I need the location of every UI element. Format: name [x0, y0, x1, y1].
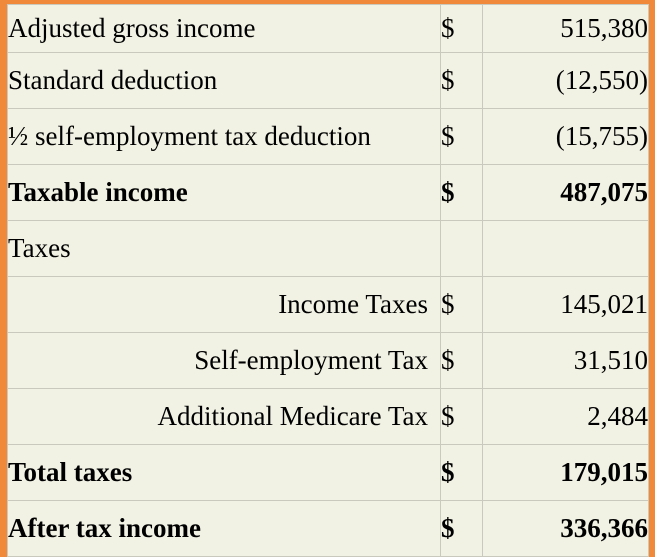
row-label: Total taxes — [7, 444, 441, 501]
currency-symbol: $ — [440, 332, 483, 389]
row-label: Additional Medicare Tax — [7, 388, 441, 445]
currency-symbol: $ — [440, 4, 483, 53]
row-amount: (12,550) — [482, 52, 649, 109]
table-row: Taxable income $ 487,075 — [7, 164, 649, 221]
row-label: ½ self-employment tax deduction — [7, 108, 441, 165]
row-label: Self-employment Tax — [7, 332, 441, 389]
currency-symbol: $ — [440, 276, 483, 333]
row-label: Standard deduction — [7, 52, 441, 109]
currency-symbol: $ — [440, 500, 483, 557]
currency-symbol — [440, 220, 483, 277]
table-row: ½ self-employment tax deduction $ (15,75… — [7, 108, 649, 165]
table-row: Additional Medicare Tax $ 2,484 — [7, 388, 649, 445]
currency-symbol: $ — [440, 52, 483, 109]
row-label: Income Taxes — [7, 276, 441, 333]
table-row: Standard deduction $ (12,550) — [7, 52, 649, 109]
table-row: After tax income $ 336,366 — [7, 500, 649, 557]
currency-symbol: $ — [440, 444, 483, 501]
section-label: Taxes — [7, 220, 441, 277]
table-row: Adjusted gross income $ 515,380 — [7, 4, 649, 53]
row-amount: 515,380 — [482, 4, 649, 53]
row-amount: (15,755) — [482, 108, 649, 165]
table-row: Taxes — [7, 220, 649, 277]
row-amount: 336,366 — [482, 500, 649, 557]
row-label: After tax income — [7, 500, 441, 557]
table-row: Self-employment Tax $ 31,510 — [7, 332, 649, 389]
tax-summary-table: Adjusted gross income $ 515,380 Standard… — [7, 4, 649, 557]
row-amount: 145,021 — [482, 276, 649, 333]
table-row: Income Taxes $ 145,021 — [7, 276, 649, 333]
row-amount: 487,075 — [482, 164, 649, 221]
row-amount — [482, 220, 649, 277]
currency-symbol: $ — [440, 388, 483, 445]
currency-symbol: $ — [440, 108, 483, 165]
row-amount: 179,015 — [482, 444, 649, 501]
row-label: Taxable income — [7, 164, 441, 221]
table-row: Total taxes $ 179,015 — [7, 444, 649, 501]
row-amount: 2,484 — [482, 388, 649, 445]
currency-symbol: $ — [440, 164, 483, 221]
row-amount: 31,510 — [482, 332, 649, 389]
row-label: Adjusted gross income — [7, 4, 441, 53]
